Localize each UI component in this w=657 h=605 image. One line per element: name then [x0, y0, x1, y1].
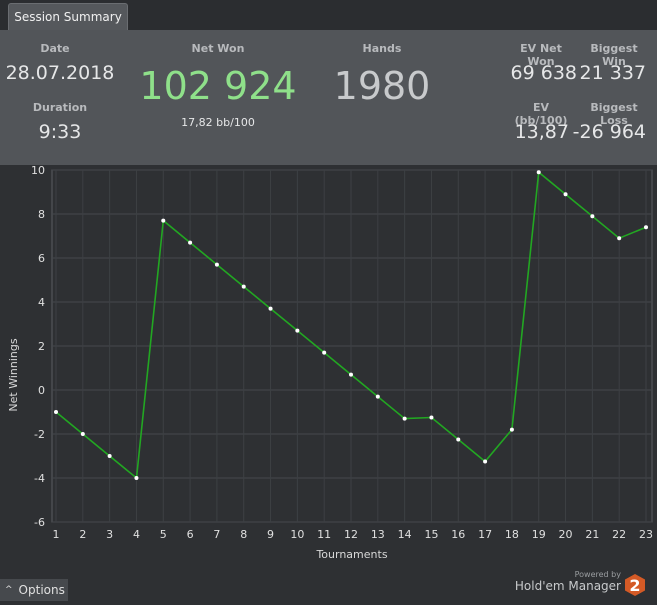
- powered-by-text: Powered by: [574, 570, 621, 579]
- x-tick-label: 17: [478, 528, 492, 541]
- date-label: Date: [40, 42, 70, 55]
- ev-bb100-label: EV (bb/100): [514, 101, 568, 127]
- data-point[interactable]: [536, 170, 541, 175]
- y-tick-label: 6: [38, 252, 45, 265]
- data-point[interactable]: [322, 350, 327, 355]
- data-point[interactable]: [429, 415, 434, 420]
- ev-net-won-label: EV Net Won: [520, 42, 562, 68]
- x-tick-label: 5: [160, 528, 167, 541]
- duration-value: 9:33: [38, 121, 82, 143]
- data-point[interactable]: [54, 410, 58, 414]
- data-point[interactable]: [483, 459, 488, 464]
- session-summary-panel: Date 28.07.2018 Duration 9:33 Net Won 10…: [0, 30, 657, 165]
- x-tick-label: 8: [240, 528, 247, 541]
- data-point[interactable]: [268, 306, 273, 311]
- chevron-up-icon: ^: [5, 585, 13, 595]
- biggest-win-label: Biggest Win: [590, 42, 638, 68]
- hands-label: Hands: [362, 42, 402, 55]
- data-point[interactable]: [590, 214, 595, 219]
- x-tick-label: 15: [424, 528, 438, 541]
- x-tick-label: 1: [53, 528, 60, 541]
- duration-label: Duration: [32, 101, 88, 114]
- y-tick-label: 2: [38, 340, 45, 353]
- net-won-bb100: 17,82 bb/100: [181, 116, 255, 129]
- data-point[interactable]: [617, 236, 622, 241]
- biggest-loss-label: Biggest Loss: [590, 101, 638, 127]
- x-tick-label: 16: [451, 528, 465, 541]
- options-button[interactable]: ^ Options: [0, 579, 68, 601]
- x-tick-label: 6: [187, 528, 194, 541]
- data-points: [54, 170, 648, 480]
- data-point[interactable]: [134, 476, 139, 480]
- data-point[interactable]: [402, 416, 407, 421]
- y-tick-label: -4: [34, 472, 45, 485]
- ev-net-won-value: 69 638: [510, 62, 577, 84]
- data-point[interactable]: [214, 262, 219, 267]
- x-tick-labels: 1 2 3 4 5 6 7 8 9 10 11 12 13 14 15 16 17 18 19 20 21 22 23: [53, 528, 654, 541]
- net-winnings-chart: -6 -4 -2 0 2 4 6 8 10 1 2 3 4 5 6 7 8 9 10 11 12 13 14 15 16 17 1…: [0, 164, 657, 601]
- y-tick-label: -2: [34, 428, 45, 441]
- date-value: 28.07.2018: [5, 62, 115, 84]
- y-axis-label: Net Winnings: [7, 338, 20, 411]
- y-tick-label: 0: [38, 384, 45, 397]
- x-tick-label: 3: [106, 528, 113, 541]
- data-point[interactable]: [295, 328, 300, 333]
- data-point[interactable]: [188, 240, 193, 245]
- x-tick-label: 4: [133, 528, 140, 541]
- tab-bar: Session Summary: [0, 0, 657, 30]
- data-point[interactable]: [375, 394, 380, 399]
- brand-name: Hold'em Manager: [514, 579, 621, 593]
- hm2-logo-icon: 2: [625, 574, 645, 596]
- data-point[interactable]: [456, 437, 461, 442]
- x-tick-label: 18: [505, 528, 519, 541]
- x-tick-label: 14: [398, 528, 412, 541]
- hands-value: 1980: [333, 64, 431, 108]
- grid-lines: [51, 169, 653, 523]
- x-tick-label: 21: [585, 528, 599, 541]
- x-tick-label: 9: [267, 528, 274, 541]
- x-tick-label: 12: [344, 528, 358, 541]
- x-tick-label: 22: [612, 528, 626, 541]
- data-point[interactable]: [241, 284, 246, 289]
- x-axis-label: Tournaments: [315, 548, 387, 561]
- data-point[interactable]: [80, 432, 85, 436]
- ev-bb100-value: 13,87: [514, 121, 569, 143]
- biggest-win-value: 21 337: [579, 62, 646, 84]
- data-point[interactable]: [644, 225, 648, 230]
- x-tick-label: 19: [532, 528, 546, 541]
- net-won-value: 102 924: [139, 64, 297, 108]
- tab-session-summary[interactable]: Session Summary: [8, 3, 128, 30]
- data-point[interactable]: [563, 192, 568, 197]
- data-point[interactable]: [161, 218, 166, 223]
- data-point[interactable]: [107, 454, 112, 458]
- x-tick-label: 13: [371, 528, 385, 541]
- y-tick-labels: -6 -4 -2 0 2 4 6 8 10: [31, 164, 45, 529]
- x-tick-label: 10: [290, 528, 304, 541]
- options-label: Options: [18, 583, 65, 597]
- data-point[interactable]: [349, 372, 353, 377]
- x-tick-label: 20: [559, 528, 573, 541]
- x-tick-label: 11: [317, 528, 331, 541]
- y-tick-label: 10: [31, 165, 45, 177]
- net-won-label: Net Won: [191, 42, 245, 55]
- data-point[interactable]: [509, 427, 514, 432]
- powered-by: Powered by Hold'em Manager: [515, 570, 621, 593]
- y-tick-label: 4: [38, 296, 45, 309]
- y-tick-label: 8: [38, 208, 45, 221]
- x-tick-label: 23: [639, 528, 653, 541]
- y-tick-label: -6: [34, 516, 45, 529]
- x-tick-label: 7: [213, 528, 220, 541]
- biggest-loss-value: -26 964: [572, 121, 646, 143]
- x-tick-label: 2: [79, 528, 86, 541]
